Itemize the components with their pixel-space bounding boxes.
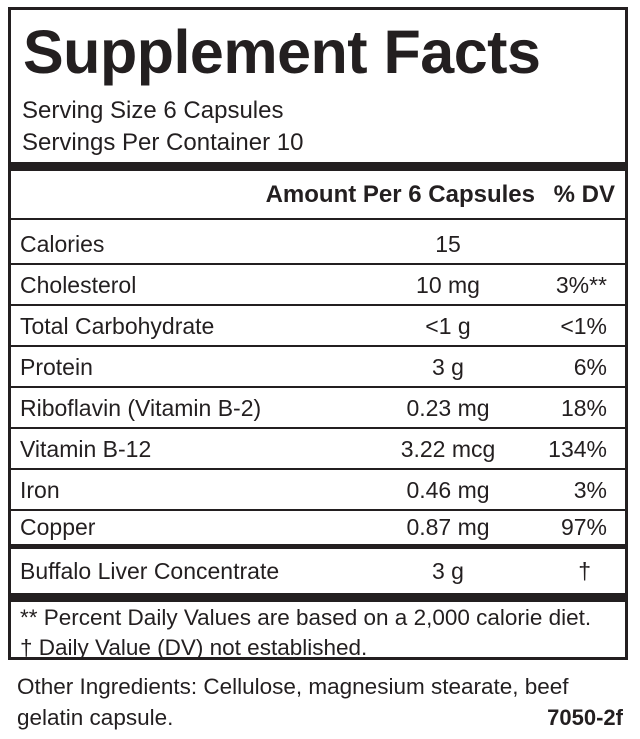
nutrient-row: Iron 0.46 mg 3%: [11, 470, 625, 511]
nutrient-row: Cholesterol 10 mg 3%**: [11, 265, 625, 306]
other-ingredients-continued: gelatin capsule.: [17, 705, 174, 730]
nutrient-row: Copper 0.87 mg 97%: [11, 507, 625, 548]
nutrient-name: Calories: [20, 231, 105, 257]
nutrient-row: Vitamin B-12 3.22 mcg 134%: [11, 429, 625, 470]
nutrient-amount: 0.23 mg: [406, 395, 490, 421]
nutrient-row: Total Carbohydrate <1 g <1%: [11, 306, 625, 347]
footnote-dagger: † Daily Value (DV) not established.: [20, 635, 368, 660]
nutrient-name: Total Carbohydrate: [20, 313, 215, 339]
nutrient-name: Iron: [20, 477, 60, 503]
nutrient-dv: 18%: [560, 395, 607, 421]
nutrient-name: Copper: [20, 514, 96, 540]
nutrient-dv: <1%: [560, 313, 607, 339]
product-code: 7050-2f: [547, 705, 623, 730]
nutrient-amount: 15: [435, 231, 461, 257]
nutrient-name: Cholesterol: [20, 272, 137, 298]
thick-divider: [11, 162, 625, 171]
amount-column-header: Amount Per 6 Capsules: [265, 181, 535, 208]
nutrient-dv: 3%: [573, 477, 607, 503]
header-divider: [11, 218, 625, 220]
servings-per-container: Servings Per Container 10: [22, 129, 304, 156]
serving-size: Serving Size 6 Capsules: [22, 97, 284, 124]
footnote-daily-values: ** Percent Daily Values are based on a 2…: [20, 605, 592, 630]
panel-title: Supplement Facts: [23, 18, 541, 86]
nutrient-row: Riboflavin (Vitamin B-2) 0.23 mg 18%: [11, 388, 625, 429]
blend-amount: 3 g: [432, 558, 464, 584]
nutrient-row: Calories 15: [11, 224, 625, 265]
nutrient-amount: 3 g: [432, 354, 464, 380]
nutrient-amount: 3.22 mcg: [400, 436, 496, 462]
medium-divider: [11, 544, 625, 549]
blend-name: Buffalo Liver Concentrate: [20, 558, 280, 584]
dv-column-header: % DV: [553, 181, 615, 208]
blend-row: Buffalo Liver Concentrate 3 g †: [11, 551, 625, 592]
nutrient-dv: 6%: [573, 354, 607, 380]
nutrient-name: Protein: [20, 354, 93, 380]
nutrient-dv: 134%: [548, 436, 607, 462]
blend-dv: †: [578, 558, 591, 584]
nutrient-amount: 10 mg: [416, 272, 480, 298]
nutrient-amount: 0.87 mg: [406, 514, 490, 540]
nutrient-dv: 97%: [560, 514, 607, 540]
nutrient-name: Riboflavin (Vitamin B-2): [20, 395, 262, 421]
nutrient-amount: 0.46 mg: [406, 477, 490, 503]
nutrient-name: Vitamin B-12: [20, 436, 152, 462]
other-ingredients: Other Ingredients: Cellulose, magnesium …: [17, 674, 569, 699]
nutrient-dv: 3%**: [555, 272, 607, 298]
nutrient-amount: <1 g: [425, 313, 471, 339]
nutrient-row: Protein 3 g 6%: [11, 347, 625, 388]
supplement-facts-panel: Supplement Facts Serving Size 6 Capsules…: [8, 7, 628, 660]
thick-divider: [11, 593, 625, 602]
